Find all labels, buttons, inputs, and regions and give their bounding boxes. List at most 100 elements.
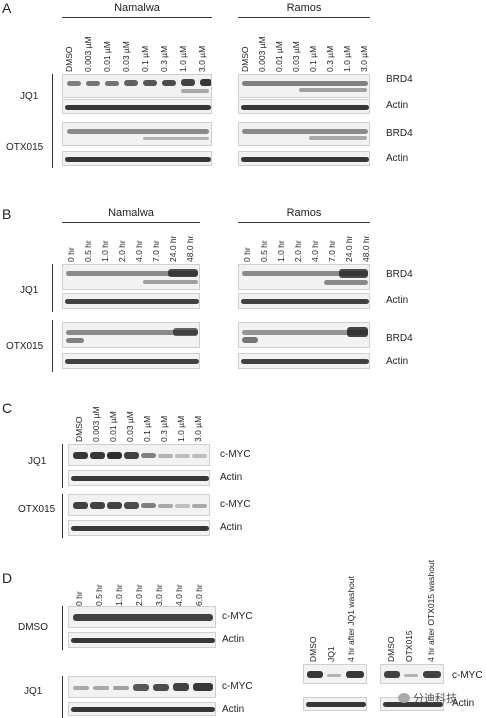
blot-label-brd4: BRD4 xyxy=(386,333,413,344)
cell-title-ramos-a: Ramos xyxy=(286,2,322,14)
lane-label: 0.1 µM xyxy=(142,415,152,442)
lane-label: 1.0 µM xyxy=(178,45,188,72)
blot-a-namalwa-otx-actin xyxy=(62,151,212,166)
lane-label: DMSO xyxy=(386,636,396,663)
lane-label: OTX015 xyxy=(404,630,414,662)
blot-a-namalwa-jq1-brd4 xyxy=(62,74,212,98)
blot-b-namalwa-jq1-actin xyxy=(62,293,200,309)
row-bracket xyxy=(62,444,63,488)
lane-label: 2.0 hr xyxy=(293,240,303,262)
row-bracket xyxy=(52,74,53,122)
blot-label-cmyc: c-MYC xyxy=(220,449,251,460)
lane-label: 7.0 hr xyxy=(151,240,161,262)
blot-label-cmyc: c-MYC xyxy=(222,611,253,622)
row-label-jq1-c: JQ1 xyxy=(28,456,47,467)
lane-label: 3.0 µM xyxy=(197,45,207,72)
row-bracket xyxy=(62,606,63,650)
lane-label: 1.0 µM xyxy=(176,415,186,442)
panel-letter-a: A xyxy=(2,0,12,16)
lane-label: 0.01 µM xyxy=(108,411,118,442)
blot-a-namalwa-jq1-actin xyxy=(62,99,212,114)
blot-b-ramos-jq1-actin xyxy=(238,293,370,309)
blot-c-jq1-actin xyxy=(68,470,210,486)
lane-label: 1.0 hr xyxy=(114,584,124,606)
blot-b-namalwa-otx-actin xyxy=(62,353,200,369)
blot-d-washout-jq1-cmyc xyxy=(303,664,367,684)
blot-label-actin: Actin xyxy=(386,295,409,306)
lane-label: 4 hr after JQ1 washout xyxy=(346,576,356,662)
lane-label: 0 hr xyxy=(242,247,252,262)
blot-label-actin: Actin xyxy=(222,704,245,715)
blot-label-actin: Actin xyxy=(452,698,475,709)
cell-title-ramos-b: Ramos xyxy=(286,207,322,219)
lane-label: 0.5 hr xyxy=(94,584,104,606)
lane-label: 0.3 µM xyxy=(159,45,169,72)
lane-label: 0.1 µM xyxy=(140,45,150,72)
lane-label: 6.0 hr xyxy=(194,584,204,606)
row-bracket xyxy=(62,494,63,538)
lane-label: 4.0 hr xyxy=(310,240,320,262)
lane-label: 0 hr xyxy=(74,591,84,606)
lane-label: 0.003 µM xyxy=(83,36,93,72)
blot-a-ramos-jq1-actin xyxy=(238,99,370,114)
blot-label-actin: Actin xyxy=(222,634,245,645)
blot-label-brd4: BRD4 xyxy=(386,269,413,280)
blot-c-otx-actin xyxy=(68,520,210,536)
blot-label-cmyc: c-MYC xyxy=(222,681,253,692)
row-label-otx015-a: OTX015 xyxy=(6,142,44,153)
lane-label: 1.0 hr xyxy=(100,240,110,262)
lane-label: 1.0 hr xyxy=(276,240,286,262)
lane-label: 3.0 µM xyxy=(193,415,203,442)
lane-label: 0.01 µM xyxy=(102,41,112,72)
blot-label-actin: Actin xyxy=(220,522,243,533)
lane-label: 0.3 µM xyxy=(159,415,169,442)
row-label-jq1-d: JQ1 xyxy=(24,686,43,697)
lane-label: 0 hr xyxy=(66,247,76,262)
row-bracket xyxy=(52,122,53,168)
lane-label: DMSO xyxy=(74,416,84,443)
blot-d-jq1-cmyc xyxy=(68,676,216,698)
blot-d-washout-jq1-actin xyxy=(303,697,367,711)
lane-label: 0.01 µM xyxy=(274,41,284,72)
row-label-jq1-b: JQ1 xyxy=(20,285,39,296)
blot-d-dmso-actin xyxy=(68,632,216,648)
blot-d-dmso-cmyc xyxy=(68,606,216,628)
cell-rule-namalwa-a xyxy=(62,17,212,18)
lane-label: 0.5 hr xyxy=(259,240,269,262)
lane-label: 0.1 µM xyxy=(308,45,318,72)
lane-label: 0.003 µM xyxy=(257,36,267,72)
row-bracket xyxy=(52,264,53,312)
blot-b-namalwa-otx-brd4 xyxy=(62,322,200,348)
blot-a-ramos-jq1-brd4 xyxy=(238,74,370,98)
cell-rule-ramos-b xyxy=(238,222,370,223)
lane-label: 4.0 hr xyxy=(174,584,184,606)
blot-c-otx-cmyc xyxy=(68,494,210,516)
lane-label: JQ1 xyxy=(326,646,336,662)
blot-d-jq1-actin xyxy=(68,702,216,716)
lane-label: DMSO xyxy=(64,46,74,73)
blot-b-namalwa-jq1-brd4 xyxy=(62,264,200,290)
panel-letter-c: C xyxy=(2,400,13,416)
blot-label-actin: Actin xyxy=(386,100,409,111)
blot-a-ramos-otx-brd4 xyxy=(238,122,370,146)
blot-label-cmyc: c-MYC xyxy=(220,499,251,510)
lane-label: 4 hr after OTX015 washout xyxy=(426,559,436,662)
blot-label-actin: Actin xyxy=(386,356,409,367)
row-label-otx015-b: OTX015 xyxy=(6,341,44,352)
lane-label: 24.0 hr xyxy=(344,235,354,262)
row-label-otx015-c: OTX015 xyxy=(18,504,56,515)
lane-label: 0.03 µM xyxy=(121,41,131,72)
lane-label: 0.03 µM xyxy=(125,411,135,442)
blot-label-brd4: BRD4 xyxy=(386,128,413,139)
blot-label-actin: Actin xyxy=(220,472,243,483)
lane-label: 2.0 hr xyxy=(117,240,127,262)
blot-label-actin: Actin xyxy=(386,153,409,164)
lane-label: 48.0 hr xyxy=(361,235,371,262)
row-label-dmso-d: DMSO xyxy=(18,622,48,633)
wechat-icon xyxy=(398,693,410,703)
blot-label-brd4: BRD4 xyxy=(386,74,413,85)
panel-letter-d: D xyxy=(2,570,13,586)
blot-a-ramos-otx-actin xyxy=(238,151,370,166)
watermark-text: 分迪科技 xyxy=(413,693,457,705)
blot-a-namalwa-otx-brd4 xyxy=(62,122,212,146)
